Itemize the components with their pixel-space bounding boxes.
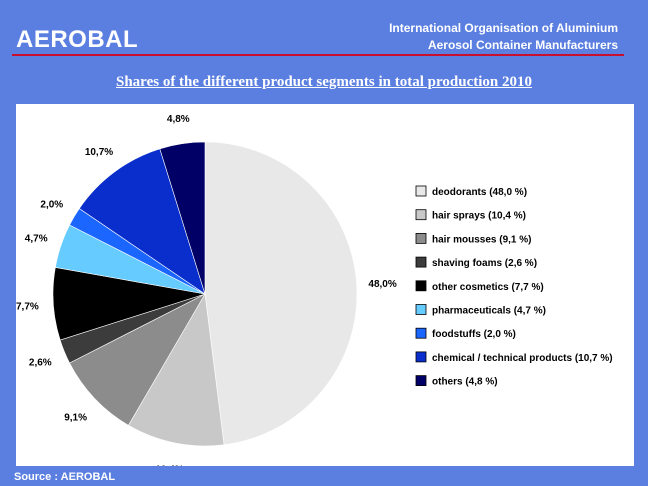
pie-slice-others <box>159 141 206 295</box>
pie-slice-chemical-technical-products <box>78 148 206 295</box>
legend-label-hair-sprays: hair sprays (10,4 %) <box>432 211 526 222</box>
pie-label-pharmaceuticals: 4,7% <box>25 233 48 244</box>
legend-label-deodorants: deodorants (48,0 %) <box>432 187 527 198</box>
pie-label-deodorants: 48,0% <box>368 279 396 290</box>
org-line-2: Aerosol Container Manufacturers <box>427 38 618 52</box>
pie-label-chemical-technical-products: 10,7% <box>85 147 113 158</box>
legend-swatch-deodorants <box>415 185 427 197</box>
legend-label-foodstuffs: foodstuffs (2,0 %) <box>432 329 516 340</box>
legend-swatch-others <box>415 375 427 387</box>
chart-legend: deodorants (48,0 %) hair sprays (10,4 %) h… <box>415 185 613 388</box>
legend-swatch-pharmaceuticals <box>415 304 427 315</box>
aerobal-logo: AEROBAL <box>16 26 139 53</box>
source-note: Source : AEROBAL <box>14 471 116 483</box>
pie-label-hair-mousses: 9,1% <box>64 412 87 423</box>
pie-label-foodstuffs: 2,0% <box>40 199 63 210</box>
chart-panel: 48,0%10,4%9,1%2,6%7,7%4,7%2,0%10,7%4,8% … <box>16 104 634 475</box>
pie-slices <box>52 141 358 447</box>
pie-label-shaving-foams: 2,6% <box>29 358 52 369</box>
legend-label-shaving-foams: shaving foams (2,6 %) <box>432 258 537 269</box>
legend-label-hair-mousses: hair mousses (9,1 %) <box>432 234 531 245</box>
legend-label-other-cosmetics: other cosmetics (7,7 %) <box>432 282 544 293</box>
legend-swatch-other-cosmetics <box>415 280 427 292</box>
legend-label-chemical-technical-products: chemical / technical products (10,7 %) <box>432 353 613 364</box>
pie-chart: 48,0%10,4%9,1%2,6%7,7%4,7%2,0%10,7%4,8% … <box>16 114 613 475</box>
legend-swatch-hair-sprays <box>415 209 427 221</box>
legend-swatch-shaving-foams <box>415 256 427 268</box>
pie-label-others: 4,8% <box>167 114 190 125</box>
org-line-1: International Organisation of Aluminium <box>389 21 618 35</box>
chart-title: Shares of the different product segments… <box>116 74 532 90</box>
pie-slice-deodorants <box>204 141 358 446</box>
header-divider <box>12 54 624 56</box>
pie-label-hair-sprays: 10,4% <box>155 464 183 466</box>
pie-label-other-cosmetics: 7,7% <box>16 302 39 313</box>
legend-swatch-foodstuffs <box>415 327 427 339</box>
legend-swatch-hair-mousses <box>415 232 427 244</box>
legend-label-pharmaceuticals: pharmaceuticals (4,7 %) <box>432 306 546 317</box>
pie-slice-hair-sprays <box>128 293 225 447</box>
legend-label-others: others (4,8 %) <box>432 377 498 388</box>
organisation-name: International Organisation of Aluminium … <box>389 20 618 54</box>
pie-slice-hair-mousses <box>69 293 206 426</box>
legend-swatch-chemical-technical-products <box>415 351 427 363</box>
